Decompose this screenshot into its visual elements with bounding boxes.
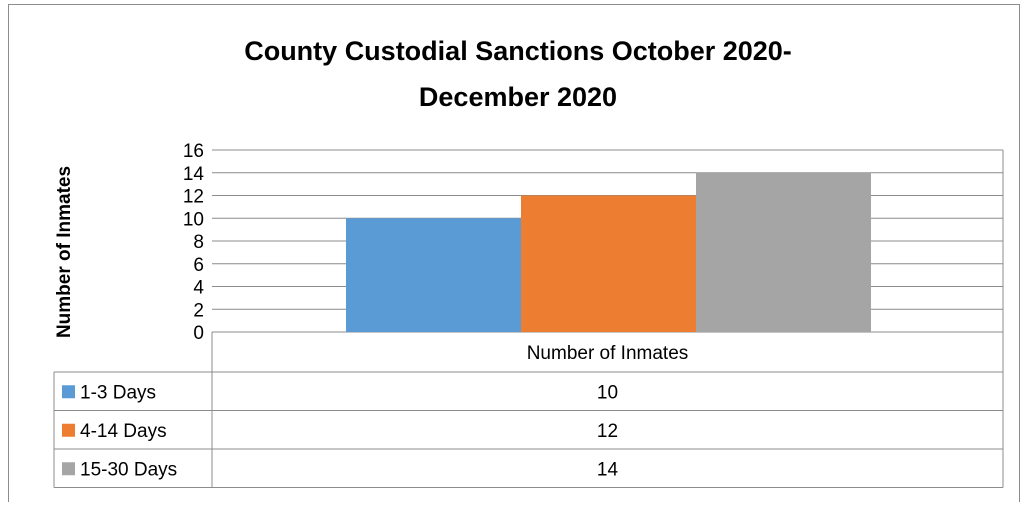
y-tick-label: 10: [183, 209, 204, 230]
y-tick-label: 8: [193, 232, 204, 253]
bar-4-14-days: [521, 195, 696, 332]
y-tick-label: 6: [193, 255, 204, 276]
y-axis-label: Number of Inmates: [54, 166, 75, 338]
y-tick-label: 0: [193, 323, 204, 344]
chart-frame: [8, 4, 1020, 502]
table-row-label: 4-14 Days: [80, 421, 167, 442]
bar-15-30-days: [696, 172, 871, 332]
table-header-category: Number of Inmates: [527, 343, 689, 364]
y-tick-label: 14: [183, 164, 205, 185]
y-tick-label: 12: [183, 187, 204, 208]
table-cell-value: 12: [597, 421, 618, 442]
legend-swatch-15-30-days: [62, 462, 75, 476]
chart-title-line-2: December 2020: [418, 82, 618, 112]
table-row-label: 1-3 Days: [80, 382, 156, 403]
table-cell-value: 10: [597, 382, 618, 403]
y-tick-label: 16: [183, 141, 204, 162]
y-tick-label: 4: [193, 278, 204, 299]
table-cell-value: 14: [597, 459, 619, 480]
chart-title-line-1: County Custodial Sanctions October 2020-: [244, 36, 792, 66]
bar-1-3-days: [346, 218, 521, 332]
legend-swatch-4-14-days: [62, 423, 75, 437]
legend-swatch-1-3-days: [62, 385, 75, 399]
y-tick-label: 2: [193, 300, 204, 321]
chart-title: County Custodial Sanctions October 2020-…: [0, 28, 1021, 120]
table-row-label: 15-30 Days: [80, 459, 177, 480]
